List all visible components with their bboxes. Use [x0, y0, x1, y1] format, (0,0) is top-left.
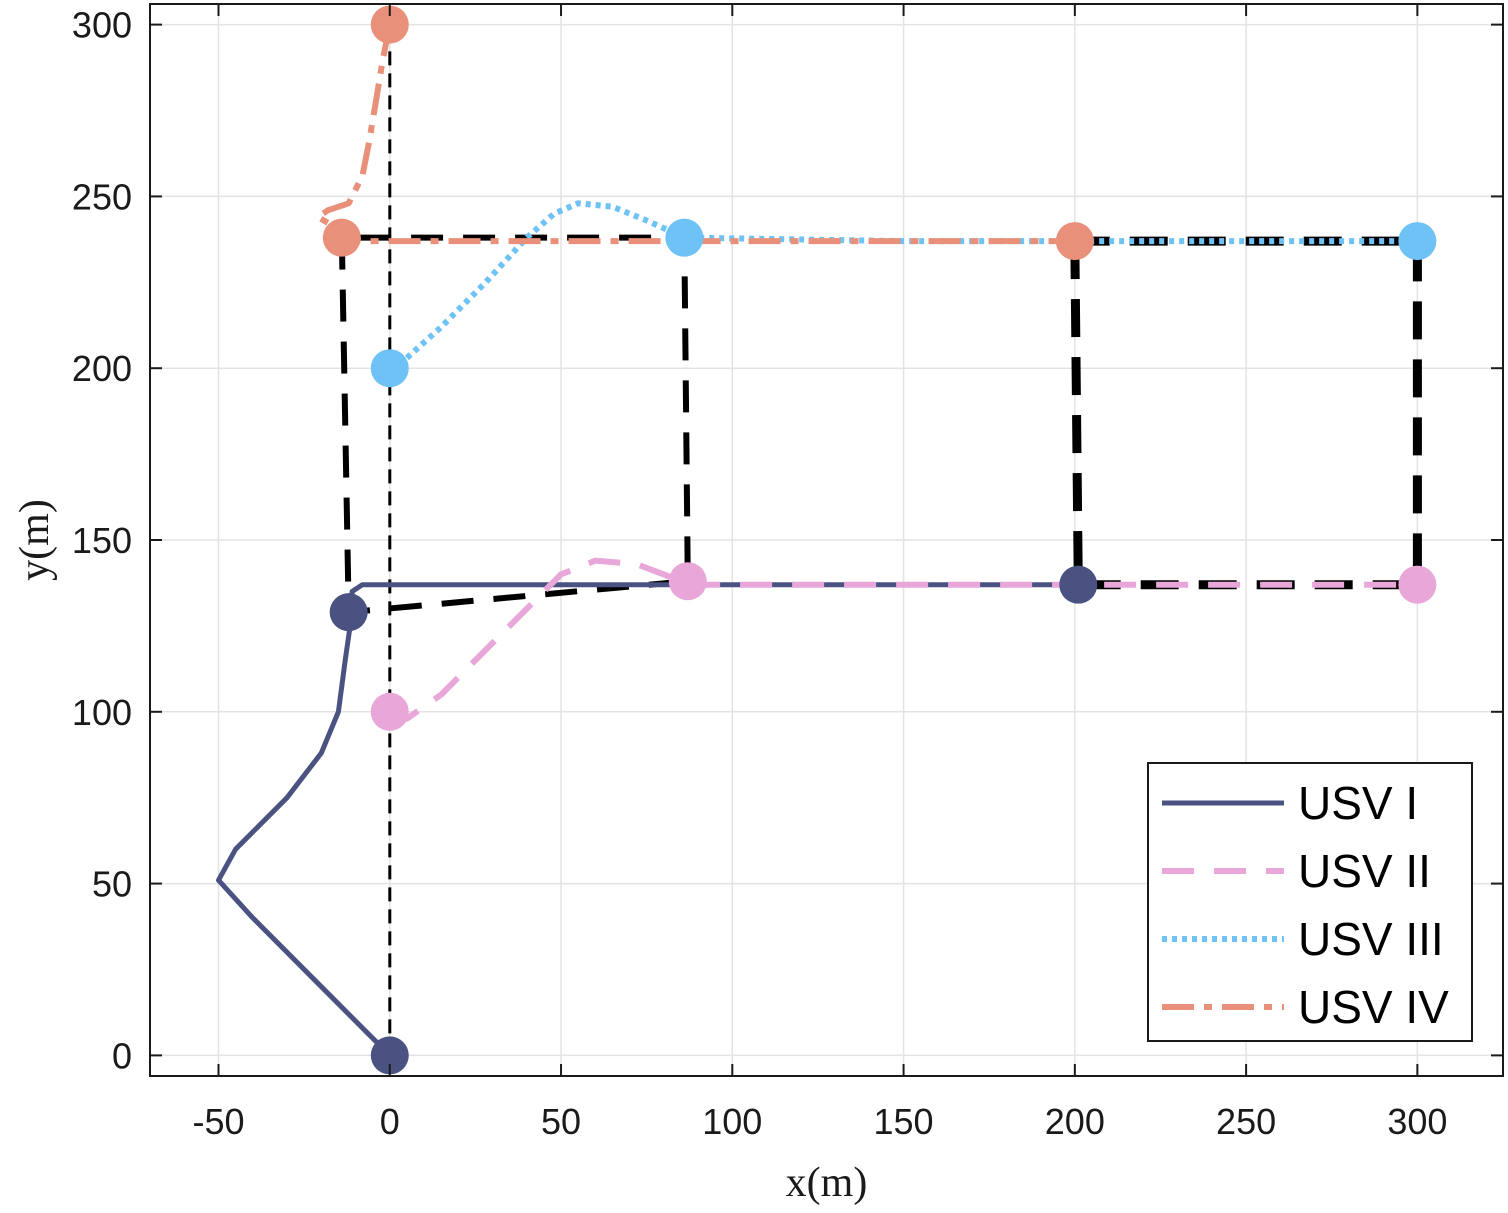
x-tick-label: 200: [1045, 1101, 1105, 1142]
series-line-usv-4: [314, 24, 1075, 245]
marker-usv-4: [322, 218, 361, 257]
x-axis-label: x(m): [786, 1160, 868, 1206]
legend-box: [1147, 762, 1473, 1042]
y-tick-label: 250: [72, 176, 132, 217]
legend: USV I USV II USV III USV IV: [1147, 762, 1473, 1042]
marker-usv-2: [668, 562, 707, 601]
marker-usv-3: [1398, 222, 1437, 261]
x-tick-label: 150: [874, 1101, 934, 1142]
marker-usv-1: [329, 593, 368, 632]
axis-ticks: -50 0 50 100 150 200 250 300 0 50 100 150 200 250 300: [72, 4, 1503, 1142]
y-axis-label: y(m): [12, 499, 58, 581]
marker-usv-4: [370, 5, 409, 44]
x-tick-label: 250: [1216, 1101, 1276, 1142]
x-tick-label: 0: [380, 1101, 400, 1142]
y-tick-label: 200: [72, 348, 132, 389]
series-line-usv-3: [388, 200, 1418, 371]
x-tick-label: 300: [1387, 1101, 1447, 1142]
x-tick-label: -50: [192, 1101, 244, 1142]
y-tick-label: 50: [92, 864, 132, 905]
usv-position-markers: [322, 5, 1437, 1075]
reference-formation-paths: [338, 24, 1422, 1056]
x-tick-label: 100: [702, 1101, 762, 1142]
legend-label: USV III: [1298, 913, 1444, 965]
reference-path-1: [338, 234, 691, 616]
usv-trajectories: [216, 24, 1418, 1058]
series-line-usv-1: [216, 582, 1079, 1058]
x-tick-label: 50: [541, 1101, 581, 1142]
legend-label: USV I: [1298, 777, 1418, 829]
marker-usv-4: [1055, 222, 1094, 261]
legend-label: USV II: [1298, 845, 1431, 897]
marker-usv-3: [370, 349, 409, 388]
y-tick-label: 0: [112, 1035, 132, 1076]
marker-usv-2: [1398, 565, 1437, 604]
legend-label: USV IV: [1298, 981, 1449, 1033]
y-tick-label: 150: [72, 520, 132, 561]
marker-usv-3: [665, 218, 704, 257]
marker-usv-2: [370, 692, 409, 731]
series-line-usv-2: [388, 557, 1418, 722]
marker-usv-1: [1059, 565, 1098, 604]
y-tick-label: 100: [72, 692, 132, 733]
marker-usv-1: [370, 1036, 409, 1075]
y-tick-label: 300: [72, 5, 132, 46]
